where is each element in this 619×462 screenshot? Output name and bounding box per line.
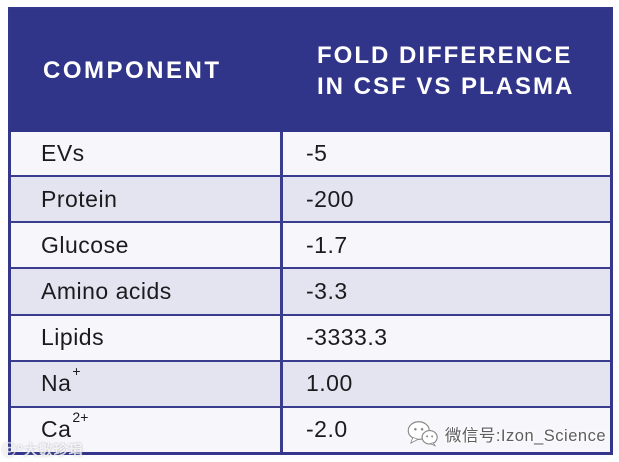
wechat-watermark-text: 微信号:Izon_Science	[444, 426, 606, 445]
component-name: Amino acids	[41, 277, 172, 304]
fold-difference-value: -3333.3	[306, 324, 388, 351]
superscript: 2+	[72, 408, 89, 425]
table-row-protein: Protein -200	[11, 175, 610, 222]
fold-difference-value: -1.7	[306, 231, 348, 258]
fold-difference-value: -2.0	[306, 416, 348, 443]
table-row-amino-acids: Amino acids -3.3	[11, 267, 610, 314]
component-cell: Ca2+	[11, 407, 283, 452]
component-cell: Lipids	[11, 315, 283, 360]
fold-difference-value: -5	[306, 139, 328, 166]
component-name: EVs	[41, 139, 85, 166]
value-cell: -3333.3	[283, 316, 610, 360]
superscript: +	[72, 362, 81, 379]
csf-vs-plasma-table: COMPONENT FOLD DIFFERENCE IN CSF VS PLAS…	[8, 7, 613, 455]
table-row-sodium: Na+ 1.00	[11, 359, 610, 406]
table-row-glucose: Glucose -1.7	[11, 221, 610, 268]
component-cell: Na+	[11, 361, 283, 406]
table-row-lipids: Lipids -3333.3	[11, 313, 610, 360]
header-fold-difference-line2: IN CSF VS PLASMA	[317, 72, 575, 100]
component-cell: Protein	[11, 177, 283, 222]
value-cell: -3.3	[283, 269, 610, 313]
value-cell: -200	[283, 177, 610, 221]
component-name: Protein	[41, 185, 118, 212]
fold-difference-value: -3.3	[306, 277, 348, 304]
value-cell: -5	[283, 131, 610, 175]
header-cell-component: COMPONENT	[10, 9, 287, 132]
fold-difference-value: 1.00	[306, 370, 353, 397]
table-row-calcium: Ca2+ -2.0	[11, 405, 610, 452]
header-cell-fold-difference: FOLD DIFFERENCE IN CSF VS PLASMA	[287, 9, 611, 132]
value-cell: -1.7	[283, 223, 610, 267]
component-cell: Amino acids	[11, 269, 283, 314]
wechat-watermark: 微信号:Izon_Science	[407, 420, 606, 447]
component-name: Lipids	[41, 324, 105, 351]
fold-difference-value: -200	[306, 185, 355, 212]
component-name: Ca2+	[41, 408, 89, 443]
component-cell: Glucose	[11, 223, 283, 268]
table-row-evs: EVs -5	[11, 131, 610, 176]
component-name: Glucose	[41, 231, 129, 258]
value-cell: -2.0	[283, 408, 610, 452]
watermark-logo: ⓒ°大數珍琄	[2, 442, 84, 458]
header-component-label: COMPONENT	[43, 56, 222, 84]
header-fold-difference-line1: FOLD DIFFERENCE	[317, 41, 573, 69]
table-body: EVs -5 Protein -200 Glucose -1.7 Amino a…	[11, 131, 610, 452]
table-header-row: COMPONENT FOLD DIFFERENCE IN CSF VS PLAS…	[10, 9, 611, 132]
component-name: Na+	[41, 362, 81, 397]
component-cell: EVs	[11, 131, 283, 176]
wechat-icon	[407, 420, 438, 447]
value-cell: 1.00	[283, 362, 610, 406]
